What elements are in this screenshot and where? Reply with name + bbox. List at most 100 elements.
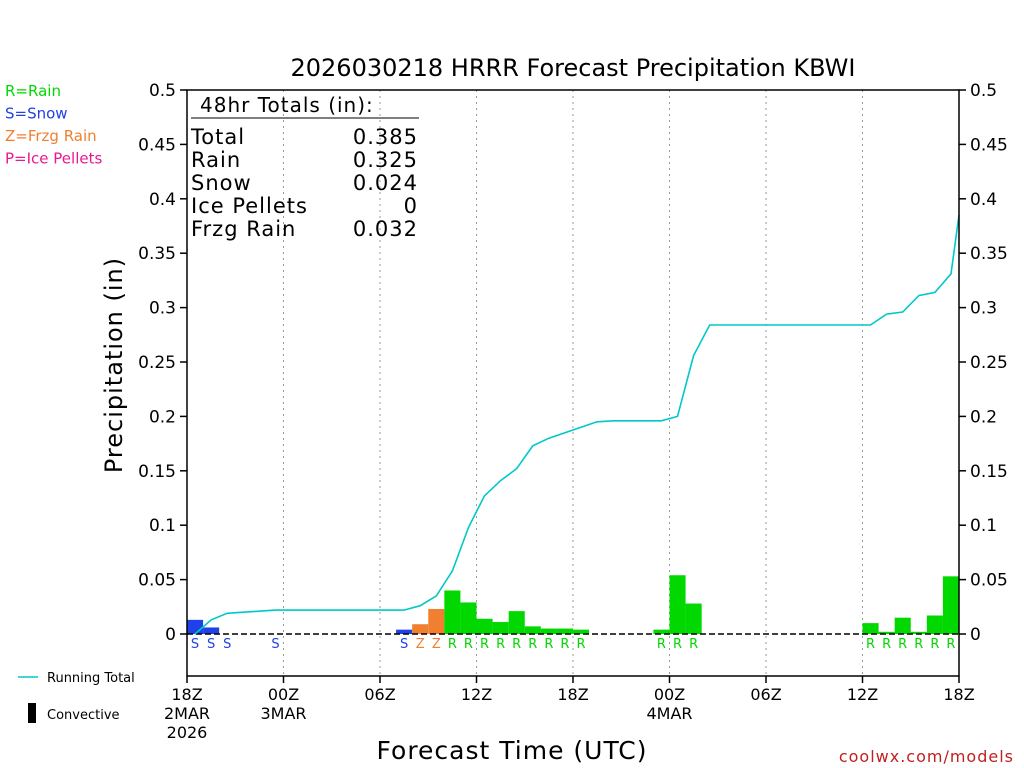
precip-type-label: R [480, 637, 489, 652]
precip-type-label: R [898, 637, 907, 652]
totals-row-label: Rain [191, 148, 241, 172]
precip-type-label: R [544, 637, 553, 652]
precip-type-label: Z [432, 637, 441, 652]
x-axis-label: Forecast Time (UTC) [377, 736, 648, 765]
y-tick-label-left: 0.2 [149, 407, 176, 427]
precip-bar [926, 615, 943, 634]
precip-type-label: R [673, 637, 682, 652]
precip-bar [669, 575, 686, 634]
x-tick-label: 18Z [557, 685, 588, 704]
precip-type-label: R [464, 637, 473, 652]
totals-row-label: Ice Pellets [191, 194, 308, 218]
precip-type-label: R [882, 637, 891, 652]
x-tick-label: 00Z [654, 685, 685, 704]
precip-bar [476, 618, 493, 634]
totals-row-label: Total [190, 125, 245, 149]
type-legend-item: Z=Frzg Rain [5, 127, 97, 145]
type-legend-item: S=Snow [5, 105, 68, 123]
y-tick-label-left: 0 [165, 625, 176, 645]
x-tick-label: 2026 [167, 723, 208, 742]
y-tick-label-right: 0.4 [970, 190, 997, 210]
precip-type-label: S [400, 637, 408, 652]
precip-type-label: S [271, 637, 279, 652]
precip-bar [653, 629, 670, 634]
y-tick-label-right: 0.2 [970, 407, 997, 427]
totals-row-label: Snow [191, 171, 252, 195]
running-total-polyline [194, 214, 960, 635]
precip-bar [878, 631, 895, 634]
precip-bar [508, 611, 525, 634]
totals-row-value: 0.032 [353, 217, 418, 241]
precip-bar [894, 617, 911, 634]
y-axis-label: Precipitation (in) [100, 257, 128, 473]
totals-row-value: 0.024 [353, 171, 418, 195]
precip-type-label: S [207, 637, 215, 652]
x-tick-label: 06Z [364, 685, 395, 704]
x-tick-label: 06Z [750, 685, 781, 704]
y-tick-label-left: 0.3 [149, 299, 176, 319]
y-tick-label-right: 0.25 [970, 353, 1008, 373]
y-tick-label-left: 0.45 [138, 135, 176, 155]
type-legend-item: P=Ice Pellets [5, 150, 102, 168]
precip-type-label: S [223, 637, 231, 652]
y-tick-label-left: 0.4 [149, 190, 176, 210]
y-tick-label-right: 0.3 [970, 299, 997, 319]
precip-type-label: R [689, 637, 698, 652]
totals-row-label: Frzg Rain [191, 217, 296, 241]
precip-bar [556, 628, 573, 634]
grid-lines [283, 90, 863, 676]
series-legend: Running Total Convective [18, 671, 135, 723]
x-tick-label: 12Z [461, 685, 492, 704]
precip-bar [910, 631, 927, 634]
precip-bar [444, 590, 461, 634]
totals-box: 48hr Totals (in): Total 0.385 Rain 0.325 Snow… [190, 93, 419, 241]
precip-bar [573, 629, 590, 634]
precip-type-label: R [528, 637, 537, 652]
precip-type-label: Z [416, 637, 425, 652]
y-tick-label-left: 0.05 [138, 571, 176, 591]
totals-row-value: 0 [404, 194, 418, 218]
totals-row-value: 0.385 [353, 125, 418, 149]
x-tick-label: 2MAR [164, 704, 210, 723]
x-tick-label: 3MAR [260, 704, 306, 723]
running-total-legend-label: Running Total [47, 671, 135, 686]
precip-bar [492, 622, 509, 634]
precip-bars [187, 575, 959, 635]
precip-type-label: S [191, 637, 199, 652]
precip-type-label: R [448, 637, 457, 652]
convective-legend-swatch [28, 703, 36, 723]
precip-type-label: R [496, 637, 505, 652]
precip-bar [428, 608, 445, 634]
totals-header: 48hr Totals (in): [200, 93, 374, 117]
precip-type-label: R [914, 637, 923, 652]
precip-bar [187, 619, 204, 634]
y-tick-label-right: 0.35 [970, 244, 1008, 264]
y-tick-label-left: 0.15 [138, 462, 176, 482]
precip-type-label: R [946, 637, 955, 652]
y-tick-label-right: 0.05 [970, 571, 1008, 591]
credit-text: coolwx.com/models [839, 747, 1014, 766]
convective-legend-label: Convective [47, 708, 120, 723]
x-tick-label: 00Z [268, 685, 299, 704]
chart-title: 2026030218 HRRR Forecast Precipitation K… [290, 54, 855, 82]
y-tick-label-right: 0.45 [970, 135, 1008, 155]
precip-type-label: R [512, 637, 521, 652]
y-tick-label-right: 0 [970, 625, 981, 645]
totals-row-value: 0.325 [353, 148, 418, 172]
precip-bar [460, 602, 477, 634]
precip-bar [862, 623, 879, 634]
x-tick-label: 18Z [171, 685, 202, 704]
x-tick-label: 12Z [847, 685, 878, 704]
y-tick-label-left: 0.35 [138, 244, 176, 264]
precip-type-label: R [866, 637, 875, 652]
precip-bar [524, 626, 541, 634]
precip-type-label: R [560, 637, 569, 652]
precip-type-label: R [577, 637, 586, 652]
x-tick-label: 4MAR [646, 704, 692, 723]
y-tick-label-left: 0.25 [138, 353, 176, 373]
precip-bar [203, 627, 220, 634]
x-tick-label: 18Z [943, 685, 974, 704]
y-tick-label-right: 0.1 [970, 516, 997, 536]
